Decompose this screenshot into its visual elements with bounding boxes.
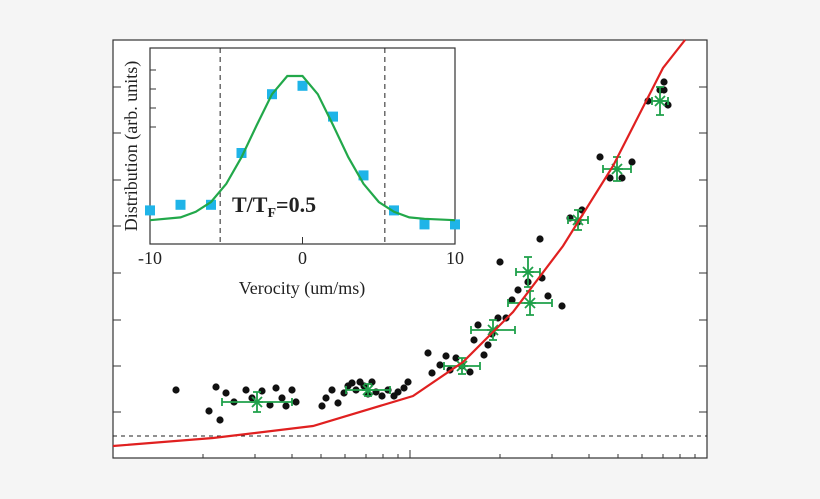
- annotation: T/TF=0.5: [232, 192, 316, 221]
- data-point: [322, 394, 330, 402]
- data-point: [628, 158, 636, 166]
- data-point: [660, 78, 668, 86]
- data-point: [242, 386, 250, 394]
- error-point: [345, 383, 391, 397]
- data-point: [480, 351, 488, 359]
- data-point: [272, 384, 280, 392]
- data-point: [358, 170, 369, 181]
- data-point: [508, 296, 516, 304]
- data-point: [172, 386, 180, 394]
- data-point: [596, 153, 604, 161]
- data-point: [558, 302, 566, 310]
- data-point: [466, 368, 474, 376]
- data-point: [378, 392, 386, 400]
- x-tick-label: 10: [446, 248, 464, 268]
- data-point: [514, 286, 522, 294]
- data-point: [266, 401, 274, 409]
- data-point: [660, 86, 668, 94]
- data-point: [318, 402, 326, 410]
- data-point: [297, 80, 308, 91]
- data-point: [212, 383, 220, 391]
- data-point: [487, 324, 499, 336]
- data-point: [334, 399, 342, 407]
- data-point: [328, 386, 336, 394]
- error-point: [221, 391, 293, 413]
- data-point: [474, 321, 482, 329]
- data-point: [175, 199, 186, 210]
- data-point: [524, 297, 536, 309]
- data-point: [145, 205, 155, 216]
- data-point: [258, 387, 266, 395]
- data-point: [394, 388, 402, 396]
- x-tick-label: 0: [298, 248, 307, 268]
- x-tick-label: -10: [138, 248, 162, 268]
- data-point: [428, 369, 436, 377]
- data-point: [496, 258, 504, 266]
- data-point: [544, 292, 552, 300]
- error-point: [470, 319, 516, 341]
- data-point: [328, 111, 338, 122]
- data-point: [278, 394, 286, 402]
- error-point: [651, 86, 669, 116]
- data-point: [452, 354, 460, 362]
- inset-y-label: Distribution (arb. units): [121, 61, 142, 231]
- annotation-subscript: F: [267, 206, 276, 221]
- data-point: [470, 336, 478, 344]
- error-point: [515, 256, 541, 288]
- data-point: [618, 174, 626, 182]
- data-point: [419, 219, 430, 230]
- data-point: [206, 199, 216, 210]
- fit-curve: [112, 39, 686, 448]
- data-point: [654, 95, 666, 107]
- data-point: [606, 174, 614, 182]
- data-point: [404, 378, 412, 386]
- inset-frame: [149, 47, 456, 245]
- data-point: [522, 266, 534, 278]
- data-point: [442, 352, 450, 360]
- data-point: [400, 384, 408, 392]
- data-point: [251, 396, 263, 408]
- data-point: [450, 219, 460, 230]
- data-point: [436, 361, 444, 369]
- data-point: [282, 402, 290, 410]
- data-point: [484, 341, 492, 349]
- data-point: [348, 379, 356, 387]
- data-point: [536, 235, 544, 243]
- data-point: [288, 386, 296, 394]
- inset-x-label: Verocity (um/ms): [239, 278, 365, 299]
- data-point: [222, 389, 230, 397]
- error-point: [443, 357, 481, 375]
- data-point: [424, 349, 432, 357]
- fit-curve: [149, 74, 456, 222]
- data-point: [292, 398, 300, 406]
- data-point: [362, 384, 374, 396]
- data-point: [205, 407, 213, 415]
- data-point: [389, 205, 399, 216]
- annotation-part: T/T: [232, 192, 268, 217]
- data-point: [236, 148, 247, 158]
- annotation-part: =0.5: [276, 192, 316, 217]
- data-point: [216, 416, 224, 424]
